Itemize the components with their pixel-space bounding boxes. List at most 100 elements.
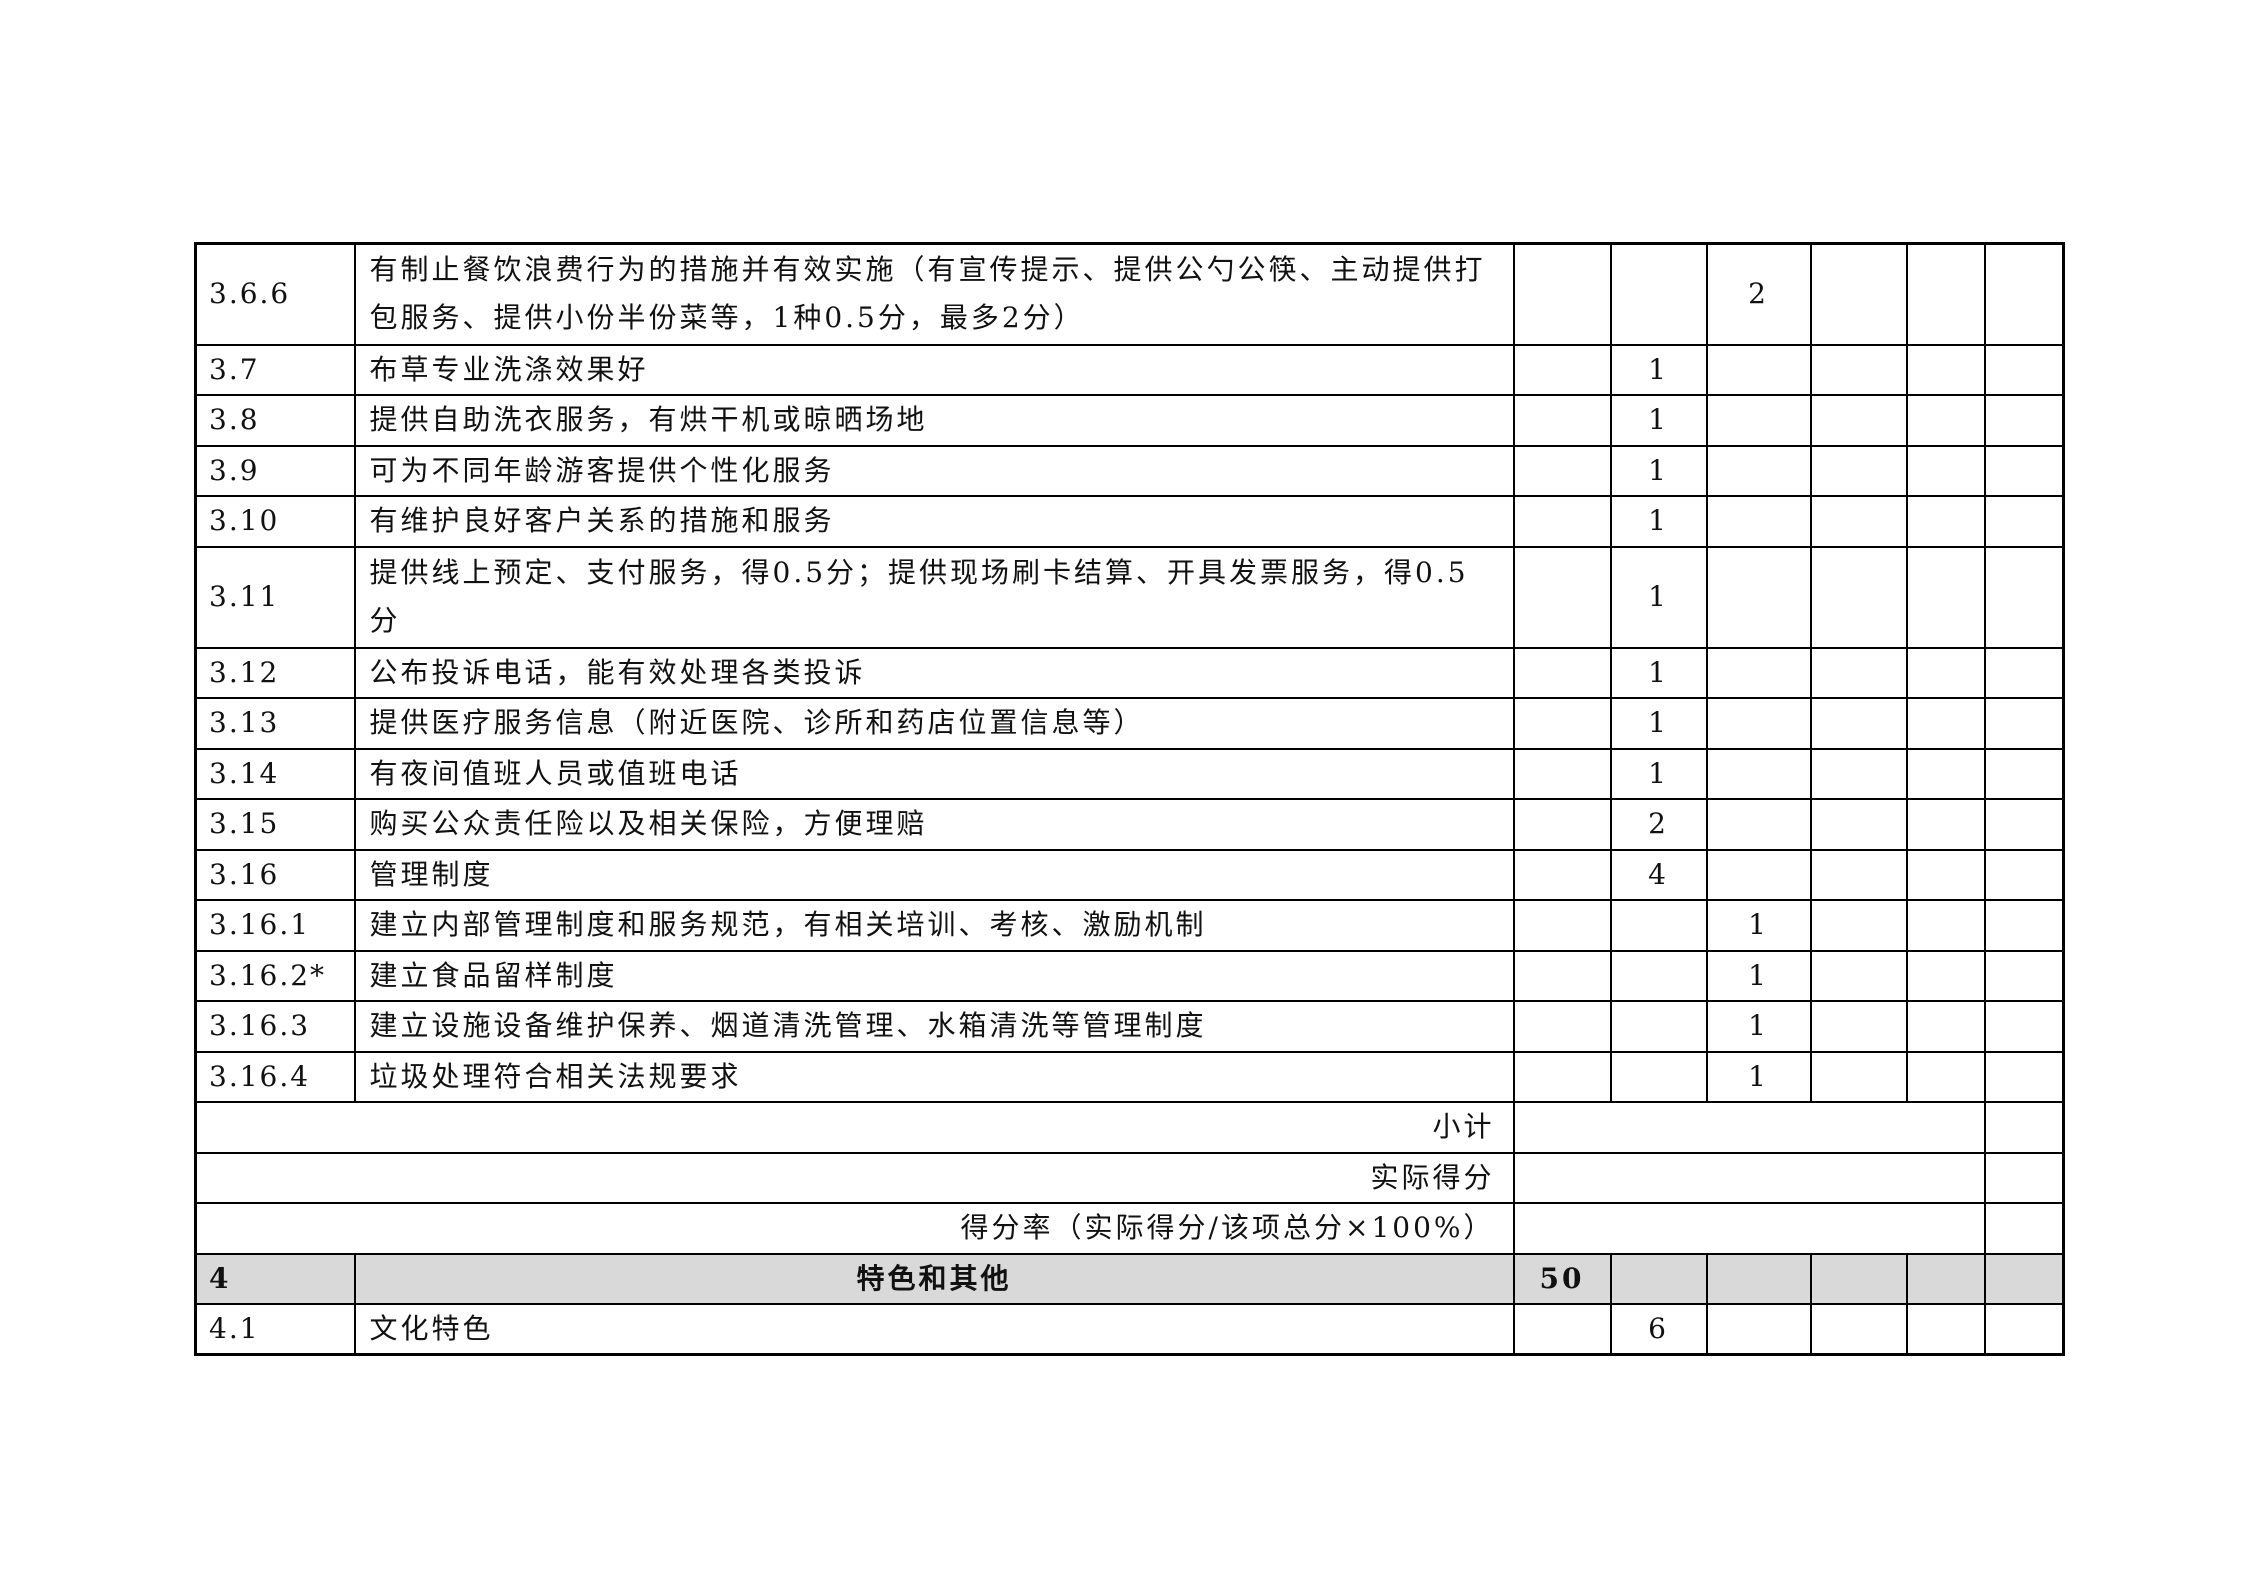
subitem-score-cell [1705, 444, 1812, 497]
score-cell [1809, 1000, 1908, 1053]
score-cell [1809, 1252, 1908, 1305]
table-row: 3.16.2* 建立食品留样制度 1 [194, 949, 2065, 1002]
summary-value [1512, 1151, 1986, 1204]
item-score-cell: 1 [1609, 646, 1708, 699]
subitem-score-cell: 1 [1705, 949, 1812, 1002]
total-score-cell [1512, 899, 1612, 952]
score-cell [1983, 747, 2065, 800]
subitem-score-cell: 1 [1705, 1050, 1812, 1103]
score-cell [1809, 798, 1908, 851]
score-cell [1983, 1000, 2065, 1053]
item-code: 3.8 [194, 394, 356, 447]
item-code: 3.11 [194, 545, 356, 649]
score-cell [1983, 242, 2065, 346]
score-cell [1905, 899, 1986, 952]
summary-row: 得分率（实际得分/该项总分×100%） [194, 1202, 2065, 1255]
score-cell [1905, 444, 1986, 497]
score-cell [1905, 747, 1986, 800]
item-code: 3.16.2* [194, 949, 356, 1002]
total-score-cell [1512, 444, 1612, 497]
subitem-score-cell [1705, 394, 1812, 447]
score-cell [1809, 899, 1908, 952]
item-score-cell [1609, 1050, 1708, 1103]
total-score-cell [1512, 949, 1612, 1002]
summary-extra [1983, 1151, 2065, 1204]
summary-label: 实际得分 [194, 1151, 1515, 1204]
item-score-cell: 6 [1609, 1303, 1708, 1356]
score-cell [1809, 949, 1908, 1002]
score-cell [1905, 1303, 1986, 1356]
item-description: 提供医疗服务信息（附近医院、诊所和药店位置信息等） [353, 697, 1515, 750]
summary-row: 小计 [194, 1101, 2065, 1154]
item-code: 3.13 [194, 697, 356, 750]
total-score-cell [1512, 1050, 1612, 1103]
item-description: 提供线上预定、支付服务，得0.5分；提供现场刷卡结算、开具发票服务，得0.5分 [353, 545, 1515, 649]
total-score-cell [1512, 343, 1612, 396]
subitem-score-cell: 1 [1705, 1000, 1812, 1053]
item-code: 3.10 [194, 495, 356, 548]
section-total-score: 50 [1512, 1252, 1612, 1305]
item-code: 3.12 [194, 646, 356, 699]
summary-row: 实际得分 [194, 1151, 2065, 1204]
score-cell [1983, 1303, 2065, 1356]
item-score-cell: 2 [1609, 798, 1708, 851]
score-cell [1905, 949, 1986, 1002]
score-cell [1905, 343, 1986, 396]
scoring-table: 3.6.6 有制止餐饮浪费行为的措施并有效实施（有宣传提示、提供公勺公筷、主动提供… [194, 242, 2065, 1356]
table-row: 3.11 提供线上预定、支付服务，得0.5分；提供现场刷卡结算、开具发票服务，得0… [194, 545, 2065, 649]
table-row: 3.16.1 建立内部管理制度和服务规范，有相关培训、考核、激励机制 1 [194, 899, 2065, 952]
item-code: 3.15 [194, 798, 356, 851]
score-cell [1809, 495, 1908, 548]
score-cell [1809, 747, 1908, 800]
subitem-score-cell [1705, 545, 1812, 649]
total-score-cell [1512, 747, 1612, 800]
subitem-score-cell [1705, 343, 1812, 396]
score-cell [1983, 949, 2065, 1002]
item-score-cell: 1 [1609, 747, 1708, 800]
score-cell [1809, 545, 1908, 649]
table-row: 3.14 有夜间值班人员或值班电话 1 [194, 747, 2065, 800]
item-description: 可为不同年龄游客提供个性化服务 [353, 444, 1515, 497]
item-score-cell: 1 [1609, 495, 1708, 548]
item-description: 购买公众责任险以及相关保险，方便理赔 [353, 798, 1515, 851]
score-cell [1905, 242, 1986, 346]
score-cell [1983, 343, 2065, 396]
item-score-cell: 1 [1609, 394, 1708, 447]
table-row: 4.1 文化特色 6 [194, 1303, 2065, 1356]
subitem-score-cell [1705, 798, 1812, 851]
item-code: 3.9 [194, 444, 356, 497]
score-cell [1905, 495, 1986, 548]
item-score-cell [1609, 1000, 1708, 1053]
table-row: 3.16 管理制度 4 [194, 848, 2065, 901]
score-cell [1983, 899, 2065, 952]
table-row: 3.9 可为不同年龄游客提供个性化服务 1 [194, 444, 2065, 497]
score-cell [1983, 1050, 2065, 1103]
score-cell [1809, 343, 1908, 396]
score-cell [1809, 242, 1908, 346]
total-score-cell [1512, 394, 1612, 447]
summary-extra [1983, 1101, 2065, 1154]
item-description: 建立食品留样制度 [353, 949, 1515, 1002]
table-row: 3.16.3 建立设施设备维护保养、烟道清洗管理、水箱清洗等管理制度 1 [194, 1000, 2065, 1053]
table-row: 3.12 公布投诉电话，能有效处理各类投诉 1 [194, 646, 2065, 699]
item-score-cell: 1 [1609, 444, 1708, 497]
score-cell [1809, 394, 1908, 447]
score-cell [1905, 646, 1986, 699]
subitem-score-cell [1705, 697, 1812, 750]
total-score-cell [1512, 545, 1612, 649]
table-row: 3.15 购买公众责任险以及相关保险，方便理赔 2 [194, 798, 2065, 851]
score-cell [1809, 697, 1908, 750]
subitem-score-cell [1705, 747, 1812, 800]
item-code: 3.6.6 [194, 242, 356, 346]
item-description: 垃圾处理符合相关法规要求 [353, 1050, 1515, 1103]
summary-value [1512, 1101, 1986, 1154]
total-score-cell [1512, 242, 1612, 346]
score-cell [1905, 697, 1986, 750]
score-cell [1983, 646, 2065, 699]
item-description: 提供自助洗衣服务，有烘干机或晾晒场地 [353, 394, 1515, 447]
subitem-score-cell [1705, 646, 1812, 699]
summary-value [1512, 1202, 1986, 1255]
item-code: 3.14 [194, 747, 356, 800]
item-code: 4.1 [194, 1303, 356, 1356]
item-description: 文化特色 [353, 1303, 1515, 1356]
